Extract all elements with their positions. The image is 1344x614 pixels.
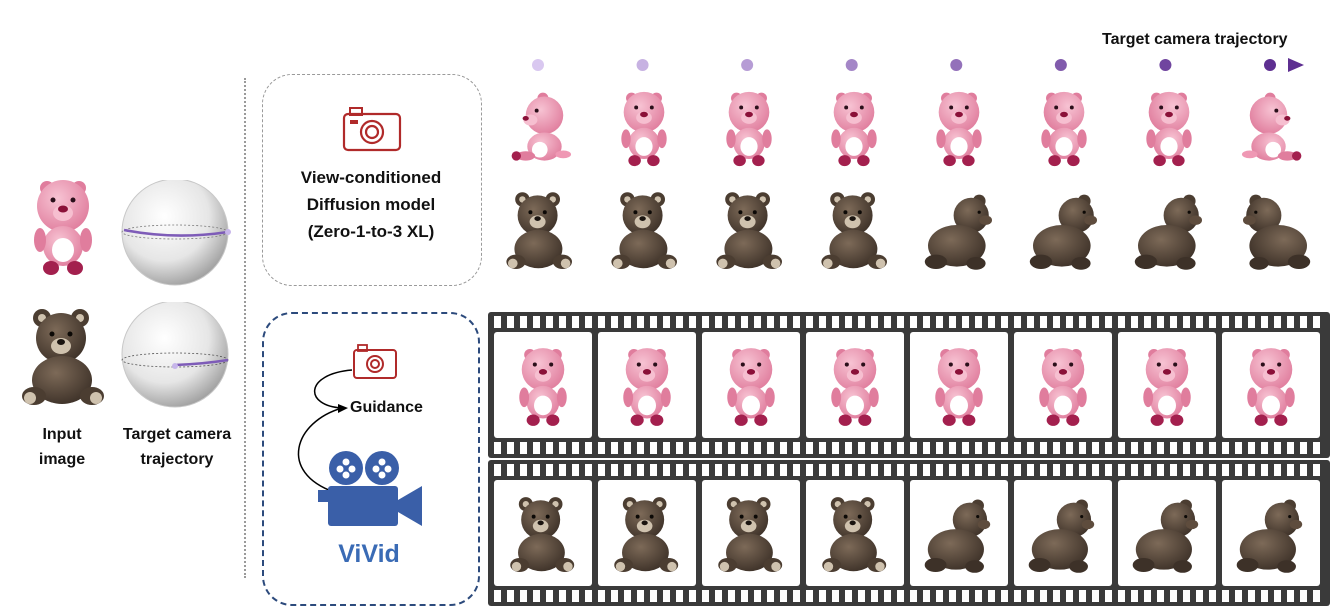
trajectory-point [637, 59, 649, 71]
film-frame [910, 332, 1008, 438]
film-frame [494, 480, 592, 586]
brown-bear-view [710, 184, 790, 274]
pink-bear-view [1024, 340, 1102, 430]
pink-bear-view [710, 84, 788, 170]
pink-bear-view [1235, 84, 1313, 170]
pink-bear-view [816, 340, 894, 430]
view-thumbnail [815, 84, 895, 180]
film-perforation [494, 590, 1324, 602]
pink-bear-view [1232, 340, 1310, 430]
film-frame [702, 332, 800, 438]
pink-bear-view [712, 340, 790, 430]
view-thumbnail [605, 184, 685, 280]
view-thumbnail [920, 184, 1000, 280]
input-image-label: Input image [20, 422, 104, 472]
view-thumbnail [920, 84, 1000, 180]
trajectory-point [532, 59, 544, 71]
video-camera-icon [316, 448, 426, 530]
view-thumbnail [1130, 84, 1210, 180]
view-thumbnail [605, 84, 685, 180]
view-conditioned-title: View-conditioned Diffusion model (Zero-1… [262, 164, 480, 245]
film-perforation [494, 442, 1324, 454]
pink-bear-view [920, 340, 998, 430]
sphere-trajectory-brown [118, 302, 238, 412]
trajectory-title: Target camera trajectory [1102, 31, 1288, 49]
trajectory-point [1055, 59, 1067, 71]
film-frame [910, 480, 1008, 586]
film-frame [494, 332, 592, 438]
vivid-title: ViVid [262, 540, 476, 569]
view-thumbnail [710, 84, 790, 180]
brown-bear-view [1128, 488, 1206, 578]
view-thumbnail [1025, 84, 1105, 180]
baseline-row-brown [500, 184, 1320, 280]
pink-bear-view [920, 84, 998, 170]
section-divider [244, 78, 246, 578]
brown-bear-view [1235, 184, 1315, 274]
pink-bear-view [608, 340, 686, 430]
pink-bear-view [500, 84, 578, 170]
view-thumbnail [1235, 184, 1315, 280]
input-brown-bear [14, 300, 114, 410]
brown-bear-view [1025, 184, 1105, 274]
brown-bear-view [608, 488, 686, 578]
pink-bear-view [605, 84, 683, 170]
trajectory-point [1159, 59, 1171, 71]
brown-bear-view [816, 488, 894, 578]
guidance-label: Guidance [350, 399, 423, 417]
pink-bear-view [1130, 84, 1208, 170]
trajectory-arrowhead [1288, 58, 1304, 72]
trajectory-point [846, 59, 858, 71]
film-perforation [494, 464, 1324, 476]
brown-bear-view [504, 488, 582, 578]
brown-bear-view [920, 488, 998, 578]
brown-bear-view [500, 184, 580, 274]
film-frame [598, 480, 696, 586]
view-thumbnail [710, 184, 790, 280]
pink-bear-view [504, 340, 582, 430]
film-strip-brown [488, 460, 1330, 606]
film-frame [702, 480, 800, 586]
target-camera-label: Target camera trajectory [110, 422, 244, 472]
brown-bear-view [1024, 488, 1102, 578]
brown-bear-view [712, 488, 790, 578]
film-frame [1014, 480, 1112, 586]
film-perforation [494, 316, 1324, 328]
pink-bear-view [815, 84, 893, 170]
brown-bear-view [1130, 184, 1210, 274]
brown-bear-view [815, 184, 895, 274]
trajectory-bar [526, 54, 1310, 76]
film-frame [806, 332, 904, 438]
pink-bear-view [1025, 84, 1103, 170]
film-frame [1222, 480, 1320, 586]
view-thumbnail [500, 84, 580, 180]
view-thumbnail [1130, 184, 1210, 280]
baseline-row-pink [500, 84, 1320, 180]
film-strip-pink [488, 312, 1330, 458]
trajectory-point [741, 59, 753, 71]
view-thumbnail [1025, 184, 1105, 280]
film-frame [598, 332, 696, 438]
sphere-trajectory-pink [118, 180, 238, 290]
film-frame [806, 480, 904, 586]
trajectory-point [1264, 59, 1276, 71]
brown-bear-view [1232, 488, 1310, 578]
pink-bear-view [1128, 340, 1206, 430]
film-frame [1118, 480, 1216, 586]
trajectory-point [950, 59, 962, 71]
view-thumbnail [500, 184, 580, 280]
film-frame [1118, 332, 1216, 438]
film-frame [1014, 332, 1112, 438]
view-thumbnail [815, 184, 895, 280]
brown-bear-view [605, 184, 685, 274]
camera-icon [342, 106, 402, 152]
input-pink-bear [18, 170, 108, 280]
film-frame [1222, 332, 1320, 438]
view-thumbnail [1235, 84, 1315, 180]
brown-bear-view [920, 184, 1000, 274]
